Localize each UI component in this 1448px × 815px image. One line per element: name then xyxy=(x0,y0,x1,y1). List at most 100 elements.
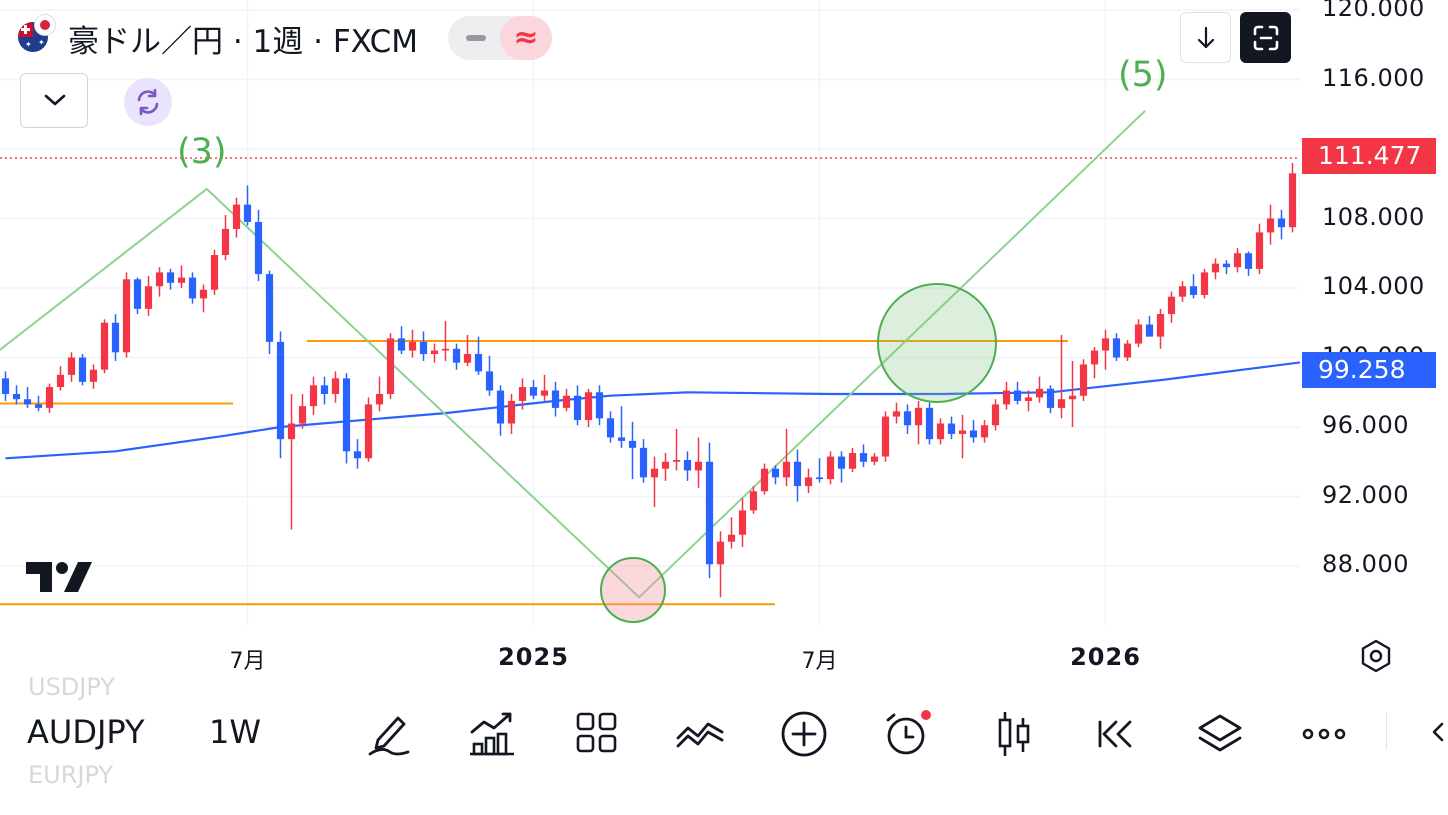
draw-pen-icon[interactable] xyxy=(364,708,416,760)
candle-body xyxy=(298,406,307,424)
candle-body xyxy=(397,338,406,351)
price-tick-label: 96.000 xyxy=(1322,411,1409,439)
chevron-left-icon[interactable] xyxy=(1428,720,1448,744)
fullscreen-button[interactable] xyxy=(1240,12,1291,63)
tradingview-logo[interactable] xyxy=(26,560,92,594)
candles-icon[interactable] xyxy=(988,708,1040,760)
candle-body xyxy=(595,392,604,419)
candle-body xyxy=(100,322,109,370)
candle-body xyxy=(287,423,296,440)
candle-body xyxy=(1090,350,1099,365)
minus-icon[interactable] xyxy=(466,35,486,41)
wave-bottom-circle xyxy=(600,557,666,623)
candle-body xyxy=(760,468,769,492)
scroll-to-latest-button[interactable] xyxy=(1180,12,1231,63)
candle-body xyxy=(782,461,791,478)
wave-label-5: (5) xyxy=(1118,55,1168,95)
candle-body xyxy=(34,404,43,408)
fullscreen-icon xyxy=(1253,25,1279,51)
compare-wave-icon[interactable] xyxy=(676,708,728,760)
candle-body xyxy=(67,357,76,375)
replay-rewind-icon[interactable] xyxy=(1092,708,1144,760)
candle-body xyxy=(56,374,65,388)
candle-body xyxy=(441,348,450,351)
candle-body xyxy=(485,371,494,391)
candle-body xyxy=(265,274,274,342)
candle-body xyxy=(1211,263,1220,273)
candle-body xyxy=(232,204,241,229)
candle-body xyxy=(518,387,527,401)
candle-body xyxy=(1167,296,1176,315)
candle-body xyxy=(903,411,912,426)
candle-body xyxy=(573,395,582,421)
candle-body xyxy=(12,393,21,400)
timeframe-selector[interactable]: 1W xyxy=(209,713,261,751)
candle-body xyxy=(925,407,934,440)
price-chart[interactable] xyxy=(0,0,1300,685)
chevron-down-icon xyxy=(44,94,66,106)
indicators-icon[interactable] xyxy=(468,708,520,760)
candle-body xyxy=(23,399,32,405)
candle-body xyxy=(1046,388,1055,408)
chart-header: ✦ ✦ ✦ 豪ドル／円 · 1週 · FXCM ≈ xyxy=(0,0,1300,76)
price-tick-label: 108.000 xyxy=(1322,202,1425,231)
collapse-legend-button[interactable] xyxy=(20,73,88,128)
last-price-badge: 111.477 xyxy=(1302,138,1436,174)
wave-icon[interactable]: ≈ xyxy=(500,16,552,60)
candle-body xyxy=(1255,232,1264,269)
candle-body xyxy=(1123,343,1132,358)
candle-body xyxy=(331,378,340,394)
candle-body xyxy=(1277,218,1286,228)
candle-body xyxy=(947,423,956,434)
candle-body xyxy=(683,460,692,471)
candle-body xyxy=(738,510,747,535)
candle-body xyxy=(375,393,384,405)
candle-body xyxy=(1222,263,1231,268)
candle-body xyxy=(1156,314,1165,337)
candle-body xyxy=(364,404,373,459)
layout-grid-icon[interactable] xyxy=(572,708,624,760)
time-tick-label: 2025 xyxy=(498,643,569,671)
japan-flag-icon xyxy=(34,14,56,36)
symbol-selector[interactable]: AUDJPY xyxy=(27,713,145,751)
alarm-clock-icon[interactable] xyxy=(882,708,934,760)
add-icon[interactable] xyxy=(778,708,830,760)
symbol-title[interactable]: 豪ドル／円 · 1週 · FXCM xyxy=(68,24,419,60)
next-symbol[interactable]: EURJPY xyxy=(28,761,114,789)
sync-button[interactable] xyxy=(124,78,172,126)
candle-body xyxy=(254,221,263,275)
more-icon[interactable] xyxy=(1298,708,1350,760)
candle-body xyxy=(353,451,362,459)
settings-icon[interactable] xyxy=(1358,638,1394,674)
candle-body xyxy=(914,407,923,426)
candle-body xyxy=(133,279,142,309)
layers-icon[interactable] xyxy=(1194,708,1246,760)
prev-symbol[interactable]: USDJPY xyxy=(28,673,115,701)
candle-body xyxy=(826,456,835,480)
candle-body xyxy=(177,277,186,283)
candle-body xyxy=(551,390,560,408)
candle-body xyxy=(837,456,846,469)
candle-body xyxy=(1068,395,1077,400)
candle-body xyxy=(1024,397,1033,401)
candle-body xyxy=(1002,390,1011,405)
chart-style-toggle[interactable]: ≈ xyxy=(448,16,552,60)
candle-body xyxy=(45,387,54,408)
candle-body xyxy=(936,423,945,440)
time-tick-label: 7月 xyxy=(229,649,266,674)
price-tick-label: 104.000 xyxy=(1322,272,1425,300)
candle-body xyxy=(89,369,98,382)
candle-body xyxy=(507,400,516,424)
elliott-wave-line xyxy=(0,110,1146,599)
candle-body xyxy=(639,447,648,478)
arrow-down-icon xyxy=(1197,26,1215,49)
candle-body xyxy=(650,468,659,478)
candle-body xyxy=(496,390,505,424)
toolbar-divider xyxy=(1386,712,1387,750)
candle-body xyxy=(804,477,813,487)
candle-body xyxy=(452,348,461,363)
candle-body xyxy=(1288,173,1297,228)
candle-body xyxy=(1145,324,1154,337)
candle-body xyxy=(815,477,824,480)
candle-body xyxy=(540,390,549,396)
